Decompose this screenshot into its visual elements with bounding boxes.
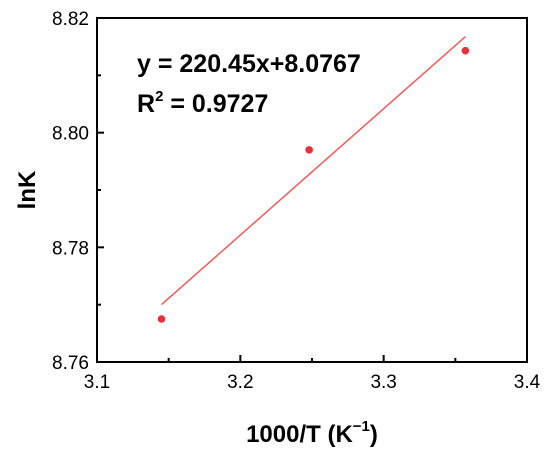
y-tick-label: 8.76: [52, 353, 89, 374]
x-tick-label: 3.4: [514, 372, 541, 393]
fit-line: [161, 36, 466, 306]
x-tick-label: 3.1: [84, 372, 110, 393]
plot-area: 3.1 3.2 3.3 3.4 8.76 8.78 8.80 8.82: [52, 9, 541, 393]
x-ticks: 3.1 3.2 3.3 3.4: [84, 355, 541, 393]
data-point: [305, 146, 313, 154]
y-ticks: 8.76 8.78 8.80 8.82: [52, 9, 104, 374]
x-axis-title: 1000/T (K−1): [246, 418, 378, 448]
data-point: [461, 46, 470, 55]
y-tick-label: 8.80: [52, 124, 89, 145]
data-point: [157, 315, 166, 323]
y-tick-label: 8.82: [52, 9, 89, 30]
x-tick-label: 3.2: [227, 372, 253, 393]
r-squared: R2 = 0.9727: [137, 88, 268, 118]
y-axis-title: lnK: [14, 170, 41, 209]
x-tick-label: 3.3: [370, 372, 396, 393]
fit-equation: y = 220.45x+8.0767: [137, 50, 361, 78]
y-tick-label: 8.78: [52, 238, 89, 259]
data-points: [157, 46, 470, 323]
